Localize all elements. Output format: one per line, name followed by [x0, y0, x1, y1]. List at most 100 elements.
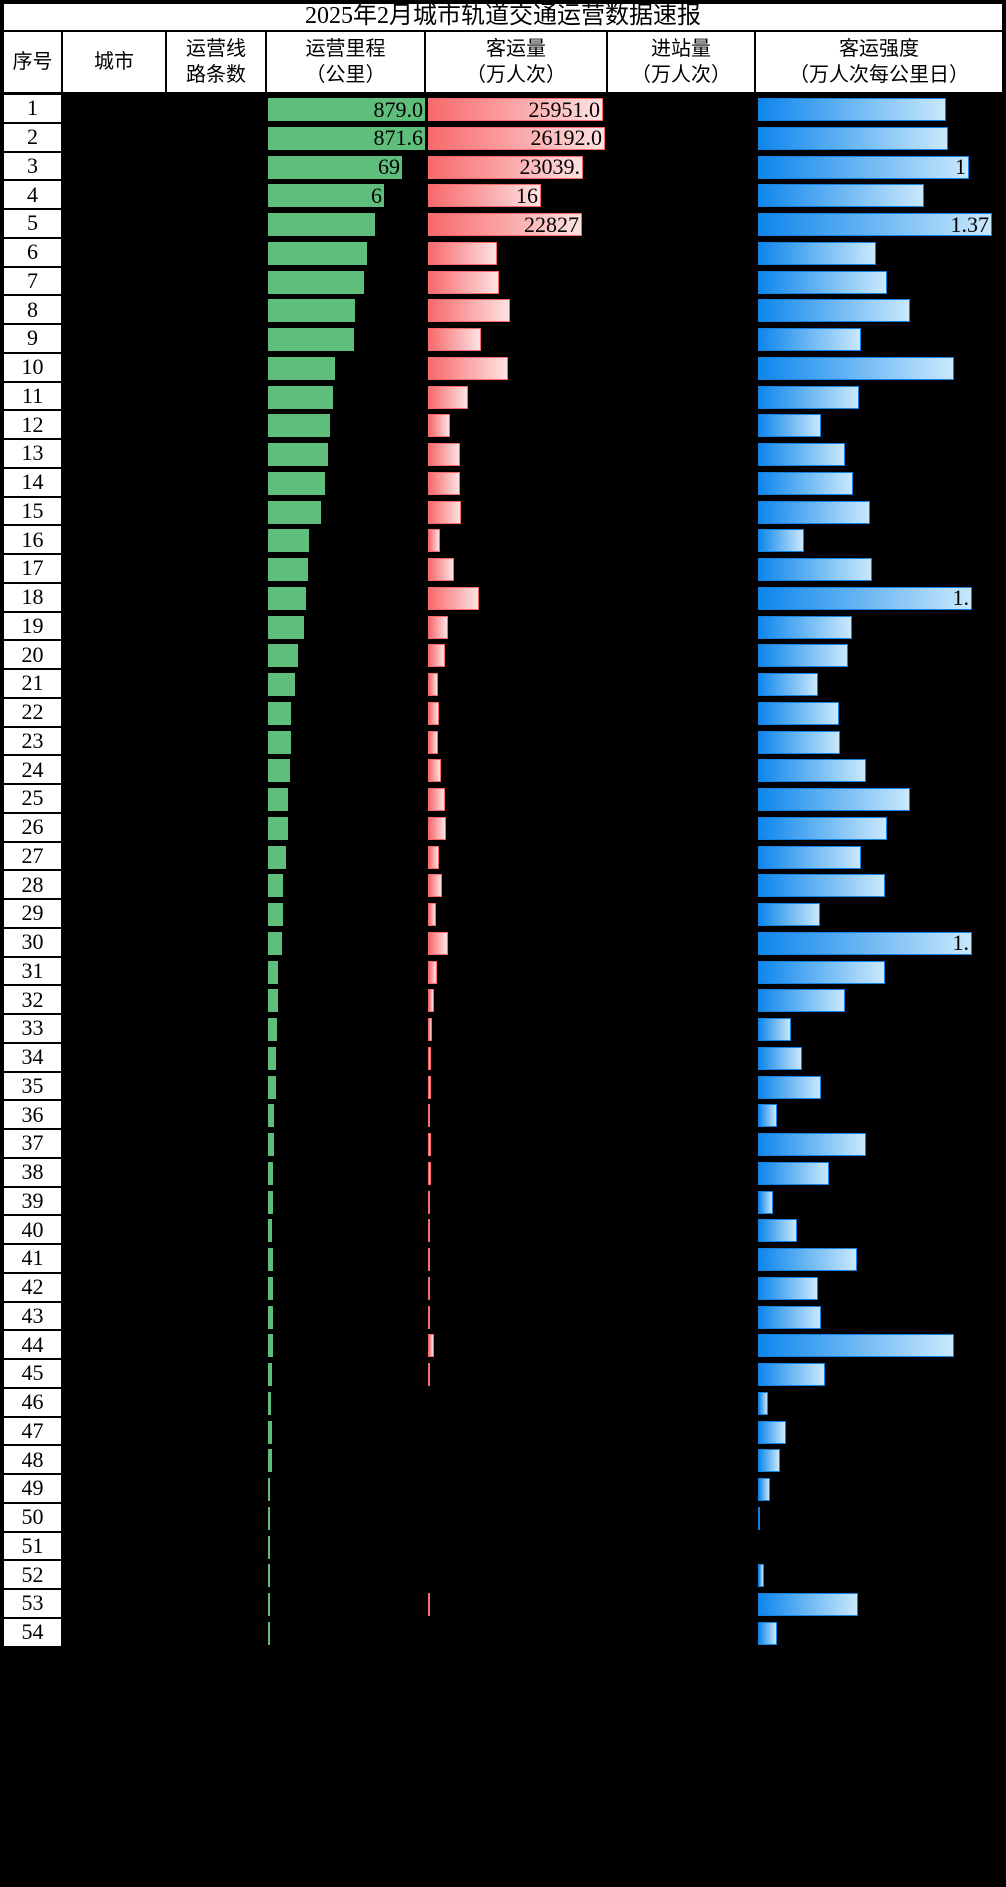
mileage-bar	[268, 1305, 273, 1329]
intensity-bar	[758, 385, 859, 409]
volume-cell	[426, 1331, 608, 1360]
volume-cell: 25951.0	[426, 95, 608, 124]
volume-cell	[426, 1187, 608, 1217]
entries-cell	[608, 1216, 756, 1245]
mileage-cell	[267, 267, 426, 297]
header-line_count-line: 路条数	[186, 64, 246, 86]
volume-cell	[426, 641, 608, 670]
mileage-bar	[268, 1104, 274, 1128]
city-cell	[63, 1187, 167, 1217]
table-row: 35	[2, 1072, 1004, 1102]
table-row: 48	[2, 1446, 1004, 1475]
table-row: 15	[2, 497, 1004, 527]
volume-cell	[426, 1245, 608, 1274]
city-cell	[63, 497, 167, 527]
line-count-cell	[167, 123, 267, 153]
mileage-bar	[268, 1506, 270, 1530]
header-intensity-line: 客运强度	[839, 38, 919, 60]
table-row: 8	[2, 296, 1004, 325]
mileage-bar	[268, 529, 309, 553]
entries-cell	[608, 727, 756, 757]
entries-cell	[608, 181, 756, 210]
mileage-bar	[268, 989, 278, 1013]
mileage-bar	[268, 241, 367, 265]
line-count-cell	[167, 1388, 267, 1418]
rank-cell: 26	[2, 813, 63, 843]
entries-cell	[608, 612, 756, 642]
header-row: 序号 城市 运营线 路条数 运营里程 （公里） 客运量 （万人次） 进站量 （万人次） 客运强度 （万…	[2, 32, 1004, 95]
entries-cell	[608, 411, 756, 440]
line-count-cell	[167, 1245, 267, 1274]
intensity-cell	[756, 411, 1004, 440]
mileage-cell	[267, 526, 426, 555]
rank-cell: 16	[2, 526, 63, 555]
entries-cell	[608, 1015, 756, 1044]
line-count-cell	[167, 152, 267, 182]
city-cell	[63, 555, 167, 584]
mileage-bar	[268, 874, 283, 898]
volume-cell	[426, 1130, 608, 1159]
table-row: 39	[2, 1187, 1004, 1217]
line-count-cell	[167, 238, 267, 268]
mileage-cell	[267, 727, 426, 757]
volume-cell	[426, 1618, 608, 1648]
line-count-cell	[167, 1101, 267, 1130]
volume-cell	[426, 1072, 608, 1102]
line-count-cell	[167, 1446, 267, 1475]
header-entries-line: 进站量	[651, 38, 711, 60]
intensity-bar	[758, 1190, 773, 1214]
intensity-cell	[756, 1503, 1004, 1533]
city-cell	[63, 1072, 167, 1102]
mileage-value: 879.0	[373, 96, 424, 122]
volume-cell	[426, 842, 608, 872]
rank-cell: 44	[2, 1331, 63, 1360]
volume-cell	[426, 928, 608, 958]
intensity-bar	[758, 299, 910, 323]
city-cell	[63, 325, 167, 354]
intensity-cell	[756, 296, 1004, 325]
intensity-cell	[756, 871, 1004, 900]
rank-cell: 10	[2, 353, 63, 383]
city-cell	[63, 526, 167, 555]
table-row: 2 871.6 26192.0	[2, 123, 1004, 153]
table-row: 27	[2, 842, 1004, 872]
volume-bar	[428, 586, 479, 610]
rank-cell: 27	[2, 842, 63, 872]
rank-cell: 36	[2, 1101, 63, 1130]
rank-cell: 31	[2, 957, 63, 987]
volume-bar	[428, 730, 438, 754]
mileage-cell: 6	[267, 181, 426, 210]
rank-cell: 40	[2, 1216, 63, 1245]
volume-cell	[426, 612, 608, 642]
volume-bar	[428, 558, 454, 581]
table-row: 45	[2, 1360, 1004, 1389]
mileage-cell	[267, 238, 426, 268]
volume-cell	[426, 440, 608, 469]
line-count-cell	[167, 698, 267, 728]
header-intensity-line: （万人次每公里日）	[789, 64, 969, 86]
mileage-bar	[268, 1478, 270, 1501]
intensity-cell	[756, 900, 1004, 929]
mileage-bar	[268, 1564, 270, 1588]
intensity-cell	[756, 813, 1004, 843]
volume-value: 26192.0	[530, 125, 603, 151]
intensity-bar	[758, 874, 885, 898]
entries-cell	[608, 928, 756, 958]
intensity-cell	[756, 1302, 1004, 1332]
table-row: 30 1.	[2, 928, 1004, 958]
table-row: 32	[2, 986, 1004, 1015]
header-entries-line: （万人次）	[631, 64, 731, 86]
mileage-bar	[268, 1449, 272, 1473]
table-row: 5 22827 1.37	[2, 210, 1004, 239]
header-mileage-line: （公里）	[305, 64, 386, 86]
table-row: 53	[2, 1590, 1004, 1619]
city-cell	[63, 353, 167, 383]
header-mileage-line: 运营里程	[305, 38, 386, 60]
volume-cell: 22827	[426, 210, 608, 239]
intensity-cell	[756, 325, 1004, 354]
header-volume: 客运量 （万人次）	[426, 32, 608, 95]
city-cell	[63, 238, 167, 268]
intensity-bar	[758, 328, 861, 351]
volume-bar	[428, 299, 510, 323]
mileage-bar	[268, 299, 355, 323]
